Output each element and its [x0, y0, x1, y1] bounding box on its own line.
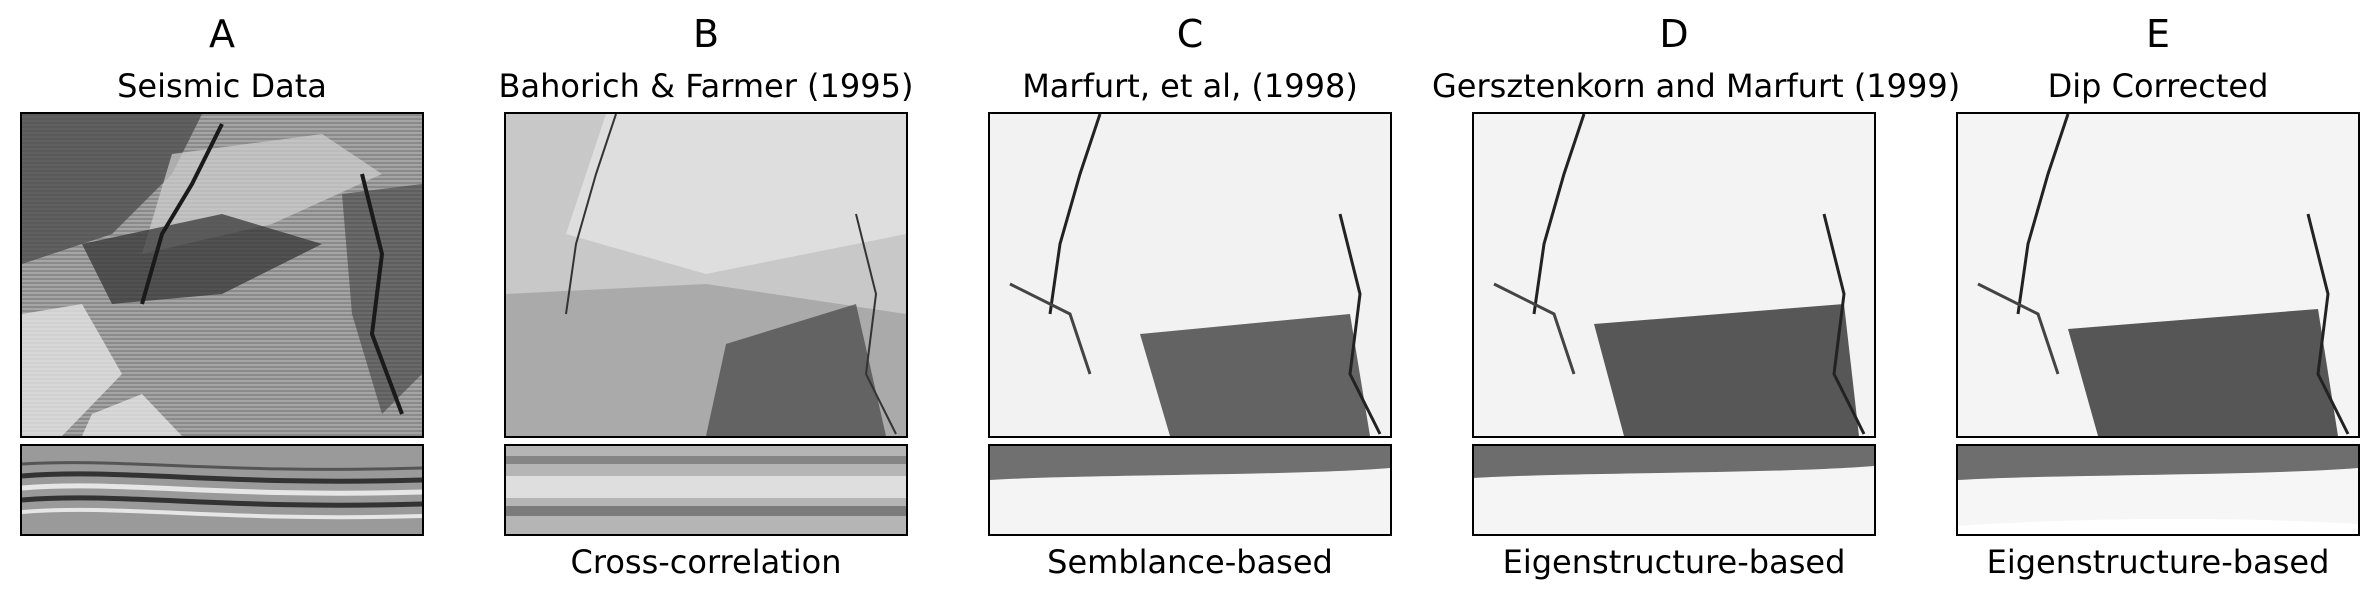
- coherence-timeslice-image: [1472, 112, 1876, 438]
- coherence-section-image: [1956, 444, 2360, 536]
- panel-d: D Gersztenkorn and Marfurt (1999) Eigens…: [1432, 0, 1960, 601]
- coherence-timeslice-image: [988, 112, 1392, 438]
- panel-b: B Bahorich & Farmer (1995) Cross-correla…: [499, 0, 914, 601]
- panel-letter: D: [1659, 12, 1689, 56]
- panel-title: Dip Corrected: [2047, 67, 2269, 105]
- panel-caption: Semblance-based: [1047, 543, 1333, 581]
- panel-letter: C: [1176, 12, 1204, 56]
- panel-c: C Marfurt, et al, (1998) Semblance-based: [988, 0, 1392, 601]
- seismic-section-image: [20, 444, 424, 536]
- panel-letter: A: [209, 12, 235, 56]
- seismic-timeslice-image: [20, 112, 424, 438]
- panel-title: Bahorich & Farmer (1995): [498, 67, 914, 105]
- panel-title: Gersztenkorn and Marfurt (1999): [1432, 67, 1961, 105]
- panel-caption: Eigenstructure-based: [1502, 543, 1846, 581]
- coherence-section-image: [1472, 444, 1876, 536]
- coherence-section-image: [504, 444, 908, 536]
- coherence-timeslice-image: [1956, 112, 2360, 438]
- coherence-timeslice-image: [504, 112, 908, 438]
- panel-letter: B: [692, 12, 720, 56]
- panel-caption: Eigenstructure-based: [1986, 543, 2330, 581]
- panel-caption: Cross-correlation: [570, 543, 842, 581]
- coherence-section-image: [988, 444, 1392, 536]
- panel-title: Seismic Data: [117, 67, 327, 105]
- panel-letter: E: [2145, 12, 2170, 56]
- panel-a: A Seismic Data: [20, 0, 424, 601]
- panel-title: Marfurt, et al, (1998): [1022, 67, 1358, 105]
- panel-e: E Dip Corrected Eigenstructure-based: [1956, 0, 2360, 601]
